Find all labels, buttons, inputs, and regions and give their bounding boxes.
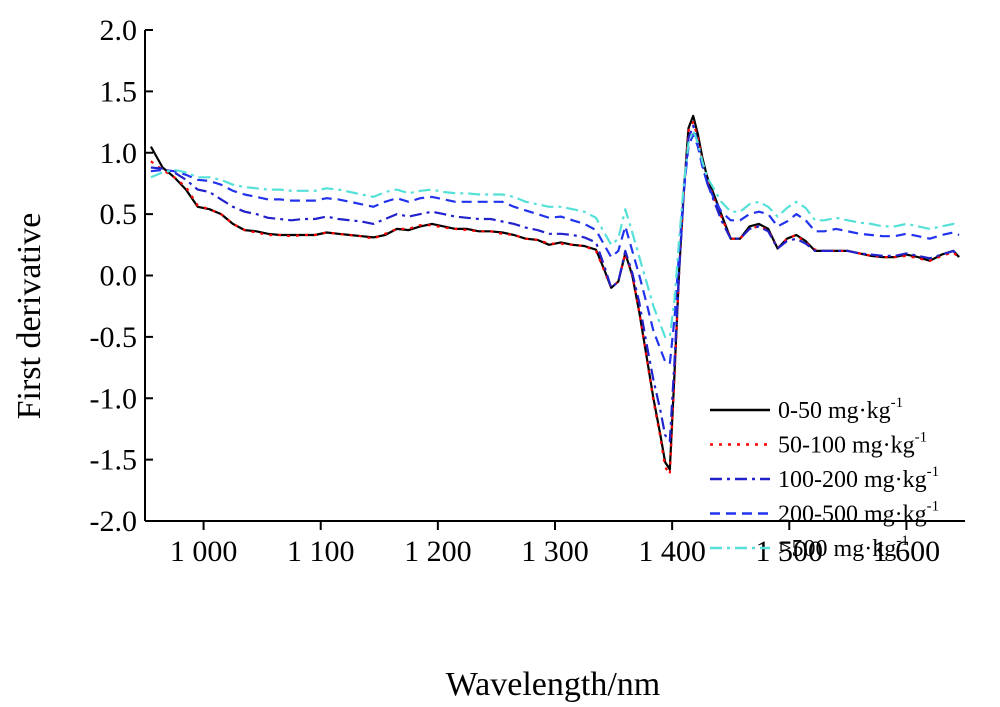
legend: 0-50 mg·kg-1 50-100 mg·kg-1 100-200 mg·kg-… — [710, 395, 939, 562]
legend-label-1: 0-50 mg·kg-1 — [778, 395, 903, 424]
x-tick-label: 1 300 — [521, 535, 589, 568]
axes: -2.0 -1.5 -1.0 -0.5 0.0 0.5 1.0 1.5 2.0 1 000 1 10… — [90, 14, 965, 568]
y-axis-label: First derivative — [11, 213, 48, 420]
y-tick-label: -1.0 — [90, 382, 138, 415]
x-tick-label: 1 200 — [404, 535, 472, 568]
y-tick-label: 0.0 — [100, 260, 138, 293]
y-tick-label: -2.0 — [90, 505, 138, 538]
series-line-5 — [150, 129, 960, 338]
y-tick-label: -0.5 — [90, 321, 138, 354]
y-tick-label: -1.5 — [90, 444, 138, 477]
y-tick-label: 1.0 — [100, 137, 138, 170]
y-tick-label: 2.0 — [100, 14, 138, 47]
x-tick-label: 1 600 — [873, 535, 941, 568]
y-tick-label: 0.5 — [100, 198, 138, 231]
x-tick-label: 1 000 — [170, 535, 238, 568]
x-tick-label: 1 400 — [638, 535, 706, 568]
legend-label-5: >500 mg·kg-1 — [778, 533, 909, 562]
series-layer — [149, 114, 960, 476]
legend-label-4: 200-500 mg·kg-1 — [778, 499, 939, 528]
x-tick-label: 1 500 — [756, 535, 824, 568]
x-tick-label: 1 100 — [287, 535, 355, 568]
legend-label-2: 50-100 mg·kg-1 — [778, 430, 927, 459]
x-axis-label: Wavelength/nm — [446, 666, 660, 703]
legend-label-3: 100-200 mg·kg-1 — [778, 464, 939, 493]
series-line-4 — [150, 133, 960, 365]
series-line-3 — [150, 124, 960, 443]
y-tick-label: 1.5 — [100, 75, 138, 108]
